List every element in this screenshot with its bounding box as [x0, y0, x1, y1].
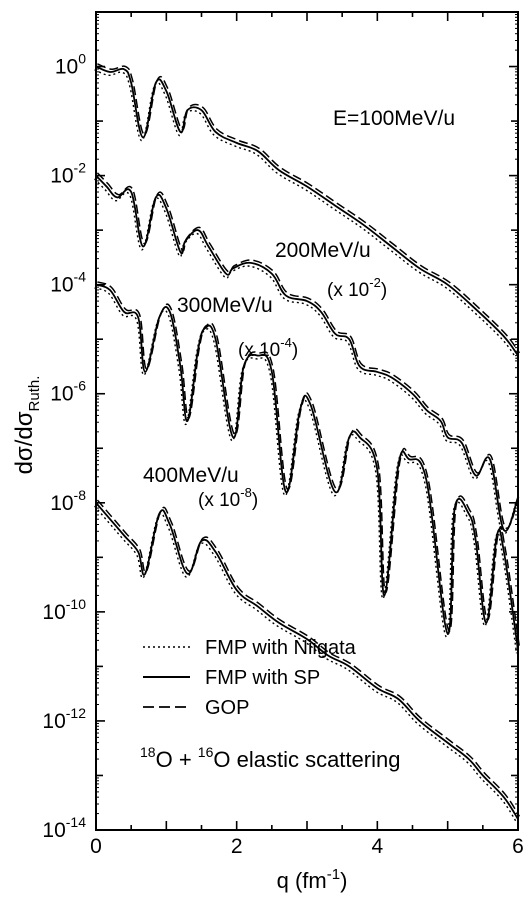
curve-dashed — [97, 63, 521, 354]
curve-dashed — [96, 172, 521, 529]
curve-dotted — [94, 505, 518, 823]
label-100mev: E=100MeV/u — [333, 107, 455, 130]
curve-dashed — [97, 281, 521, 648]
label-300mev-scale: (x 10-4) — [238, 335, 298, 361]
y-tick-label: 10-12 — [42, 705, 86, 733]
curve-solid — [95, 174, 519, 532]
y-tick-label: 10-6 — [50, 378, 86, 406]
legend-label-sp: FMP with SP — [205, 667, 320, 689]
axis-ticks — [95, 11, 519, 831]
y-tick-labels: 100 10-2 10-4 10-6 10-8 10-10 10-12 10-14 — [42, 51, 86, 842]
data-curves — [94, 63, 521, 823]
x-tick-labels: 0 2 4 6 — [90, 835, 524, 858]
x-tick-label: 4 — [371, 835, 383, 858]
label-200mev: 200MeV/u — [275, 239, 371, 262]
x-axis-label-sup: -1 — [327, 866, 340, 883]
y-tick-label: 10-14 — [42, 814, 86, 842]
y-tick-label: 10-4 — [50, 269, 86, 297]
curve-solid — [95, 283, 519, 651]
x-axis-label: q (fm-1) — [277, 866, 348, 893]
y-tick-label: 10-8 — [50, 487, 86, 515]
x-tick-label: 0 — [90, 835, 102, 858]
x-tick-label: 2 — [231, 835, 243, 858]
curve-solid — [95, 502, 519, 820]
legend-label-gop: GOP — [205, 697, 249, 719]
label-200mev-scale: (x 10-2) — [327, 275, 387, 301]
x-tick-label: 6 — [512, 835, 524, 858]
y-tick-label: 10-10 — [42, 596, 86, 624]
legend-label-niigata: FMP with Niigata — [205, 637, 357, 659]
curve-dashed — [96, 499, 521, 817]
label-300mev: 300MeV/u — [177, 294, 273, 317]
reaction-label: 18O + 16O elastic scattering — [140, 744, 400, 772]
legend: FMP with Niigata FMP with SP GOP — [143, 637, 357, 719]
curve-dotted — [94, 69, 518, 360]
y-tick-label: 100 — [55, 51, 86, 79]
y-axis-label: dσ/dσRuth. — [11, 376, 43, 475]
label-400mev: 400MeV/u — [143, 464, 239, 487]
label-400mev-scale: (x 10-8) — [198, 485, 258, 511]
curve-solid — [95, 65, 519, 357]
curve-dotted — [94, 178, 518, 535]
y-tick-label: 10-2 — [50, 160, 86, 188]
y-axis-label-sub: Ruth. — [26, 376, 43, 412]
